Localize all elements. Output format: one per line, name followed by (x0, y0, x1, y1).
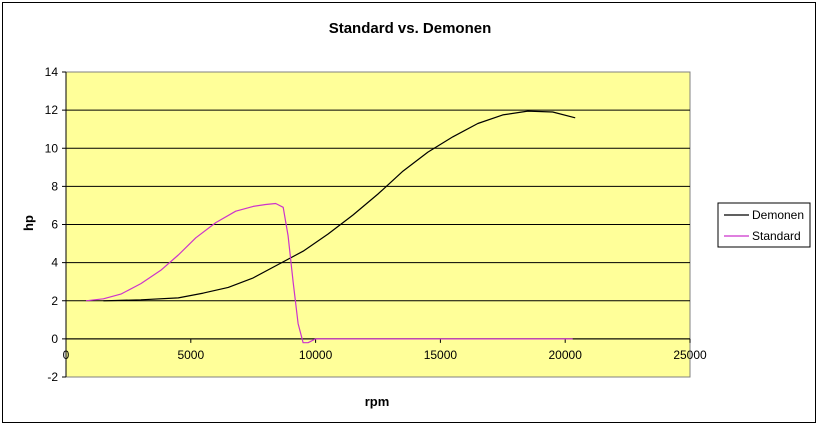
y-tick-label: -2 (47, 370, 58, 384)
legend-box (717, 202, 811, 248)
chart-title: Standard vs. Demonen (329, 20, 492, 37)
y-tick-label: 2 (51, 294, 58, 308)
x-axis-label: rpm (365, 394, 390, 409)
x-tick-label: 5000 (177, 348, 204, 362)
x-tick-label: 25000 (673, 348, 707, 362)
y-tick-label: 6 (51, 218, 58, 232)
y-tick-label: 8 (51, 179, 58, 193)
y-tick-label: 10 (45, 141, 59, 155)
y-axis-label: hp (21, 215, 36, 231)
x-tick-label: 10000 (299, 348, 333, 362)
legend-label-demonen: Demonen (752, 208, 804, 222)
y-tick-label: 4 (51, 256, 58, 270)
series-line-demonen (103, 110, 576, 302)
x-tick-label: 20000 (549, 348, 583, 362)
legend: Demonen Standard (717, 202, 811, 248)
x-tick-label: 15000 (424, 348, 458, 362)
y-tick-label: 12 (45, 103, 59, 117)
legend-label-standard: Standard (752, 229, 801, 243)
y-tick-label: 0 (51, 332, 58, 346)
x-tick-label: 0 (63, 348, 70, 362)
y-tick-label: 14 (45, 65, 59, 79)
series-line-standard (85, 202, 573, 344)
